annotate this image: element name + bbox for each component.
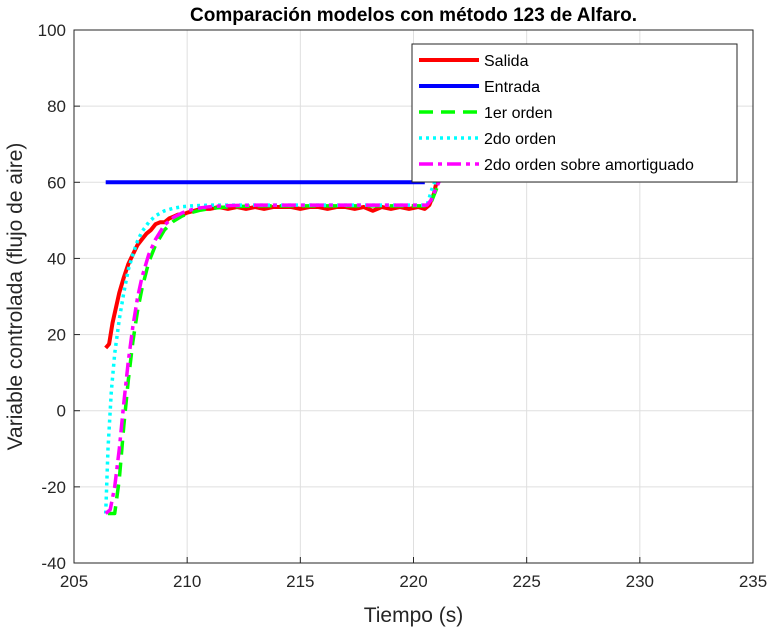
ticks: 205 210 215 220 225 230 235 -40 -20 0 20 40 60 80 100 [38,21,768,591]
y-tick-label: 80 [47,97,66,116]
chart-title: Comparación modelos con método 123 de Al… [190,5,637,26]
series-line-4 [104,177,443,515]
legend-label-4: 2do orden sobre amortiguado [484,157,694,174]
y-tick-label: 0 [57,402,66,421]
y-tick-label: -20 [41,478,66,497]
legend-label-3: 2do orden [484,131,556,148]
x-axis-title: Tiempo (s) [364,604,464,627]
x-tick-label: 230 [626,572,654,591]
legend-label-0: Salida [484,53,529,70]
series-line-3 [103,177,438,514]
y-tick-label: 60 [47,173,66,192]
y-tick-label: 100 [38,21,66,40]
y-tick-label: -40 [41,554,66,573]
legend-label-2: 1er orden [484,105,553,122]
x-tick-label: 220 [399,572,427,591]
legend: Salida Entrada 1er orden 2do orden 2do orden… [411,43,738,183]
y-tick-label: 20 [47,326,66,345]
x-tick-label: 215 [286,572,314,591]
y-axis-title: Variable controlada (flujo de aire) [4,143,27,451]
legend-label-1: Entrada [484,79,540,96]
x-tick-label: 235 [739,572,767,591]
series-group [103,177,443,516]
x-tick-label: 225 [512,572,540,591]
x-tick-label: 205 [60,572,88,591]
y-tick-label: 40 [47,249,66,268]
x-tick-label: 210 [173,572,201,591]
